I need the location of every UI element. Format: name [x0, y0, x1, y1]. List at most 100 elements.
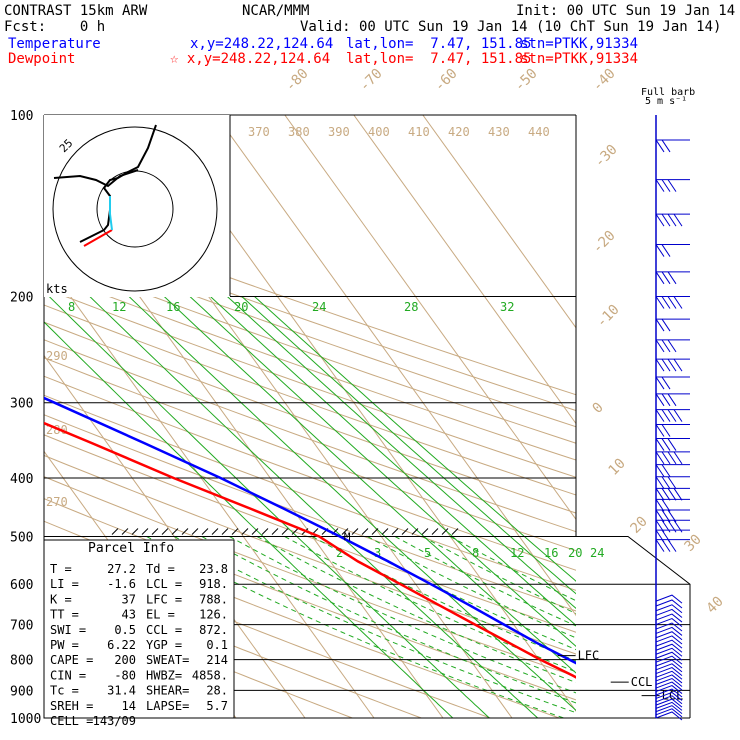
- right-axis-lower: [576, 535, 691, 718]
- parcel-value: 214: [206, 653, 228, 667]
- pressure-label: 1000: [10, 712, 41, 727]
- hatch-mark: [271, 528, 279, 535]
- wind-barb: [655, 464, 665, 477]
- mixing-ratio-line: [254, 296, 576, 582]
- hatch-mark: [371, 528, 379, 535]
- moist-adiabat: [284, 536, 576, 673]
- wind-barb: [655, 499, 665, 512]
- hodograph-units: kts: [46, 282, 68, 296]
- isotherm-line: [284, 114, 576, 521]
- parcel-info-background: [43, 539, 235, 719]
- parcel-key: HWBZ=: [146, 668, 182, 682]
- parcel-info-box: Parcel Info T = 27.2 Td = 23.8 LI = -1.6 LCL = 9…: [43, 539, 235, 728]
- pressure-label: 200: [10, 291, 33, 306]
- wind-barb: [673, 213, 683, 227]
- theta-label: 400: [368, 125, 390, 139]
- moist-adiabat: [256, 536, 576, 684]
- parcel-value: 918.: [199, 577, 228, 591]
- isotherm-label: -70: [357, 66, 386, 95]
- wind-barb-low: [655, 647, 683, 657]
- dry-adiabat: [44, 224, 576, 412]
- pressure-label: 300: [10, 397, 33, 412]
- dry-adiabat: [44, 394, 576, 591]
- wind-barb-low: [655, 626, 683, 636]
- wind-barb: [667, 488, 677, 501]
- wind-barb: [661, 409, 671, 422]
- theta-label: 430: [488, 125, 510, 139]
- dry-adiabat: [44, 339, 576, 533]
- hatch-mark: [181, 528, 189, 535]
- hatch-mark: [391, 528, 399, 535]
- theta-label: 270: [46, 495, 68, 509]
- dewpoint-station: stn=PTKK,91334: [520, 51, 639, 67]
- hatch-mark: [221, 528, 229, 535]
- parcel-key: SWEAT=: [146, 653, 189, 667]
- wind-barb: [667, 296, 677, 309]
- dry-adiabat: [44, 454, 576, 655]
- mixing-ratio-label: 5: [424, 546, 431, 560]
- wind-barb-low: [655, 631, 683, 641]
- init-time: Init: 00 UTC Sun 19 Jan 14: [516, 3, 736, 19]
- parcel-key: CIN =: [50, 668, 86, 682]
- parcel-key: LI =: [50, 577, 79, 591]
- moist-adiabat: [229, 536, 576, 694]
- wind-barb-low: [655, 608, 683, 618]
- moist-adiabat: [201, 536, 576, 704]
- theta-label: 390: [328, 125, 350, 139]
- moist-adiabat: [174, 536, 576, 714]
- wind-barb: [661, 451, 671, 465]
- parcel-value: 872.: [199, 623, 228, 637]
- isotherm-label: 20: [628, 514, 651, 537]
- barb-units: 5 m s⁻¹: [645, 96, 687, 107]
- mixing-ratio-label: 3: [374, 546, 381, 560]
- dry-adiabat: [44, 375, 576, 571]
- hatch-mark: [451, 528, 459, 535]
- pressure-label: 900: [10, 684, 33, 699]
- wind-barb: [655, 244, 665, 257]
- parcel-key: EL =: [146, 608, 175, 622]
- parcel-value: -80: [114, 668, 136, 682]
- parcel-value: 37: [122, 592, 136, 606]
- wind-barb: [673, 296, 683, 309]
- wind-barb: [655, 179, 665, 192]
- isotherm-label: 10: [606, 456, 629, 479]
- wind-barb-low: [655, 695, 683, 705]
- wind-barb-low: [655, 599, 683, 609]
- theta-label: 410: [408, 125, 430, 139]
- pressure-label: 100: [10, 109, 33, 124]
- forecast-hour: Fcst: 0 h: [4, 19, 106, 35]
- wind-barb-low: [655, 670, 683, 680]
- dry-adiabat: [44, 593, 353, 718]
- hatch-mark: [421, 528, 429, 535]
- hatch-mark: [191, 528, 199, 535]
- hatch-mark: [431, 528, 439, 535]
- parcel-key: TT =: [50, 608, 79, 622]
- hatch-mark: [241, 528, 249, 535]
- dry-adiabat: [44, 568, 422, 718]
- wind-barb-low: [655, 708, 683, 718]
- wind-barb: [661, 488, 671, 501]
- isotherm-label: -80: [283, 66, 312, 95]
- parcel-key: Td =: [146, 562, 175, 576]
- wind-barb: [667, 393, 677, 407]
- wind-barb: [667, 358, 677, 372]
- mixing-ratio-label: 8: [68, 300, 75, 314]
- mixing-ratio-label: 12: [112, 300, 126, 314]
- wind-barb: [667, 409, 677, 422]
- wind-barb: [661, 499, 671, 512]
- isotherm-label: -20: [590, 228, 619, 257]
- hatch-mark: [161, 528, 169, 535]
- isotherm-label: -50: [512, 66, 541, 95]
- mixing-ratio-label: 24: [590, 546, 604, 560]
- wind-barb: [661, 318, 671, 332]
- parcel-value: -1.6: [107, 577, 136, 591]
- wind-barb: [655, 318, 665, 332]
- dry-adiabat: [44, 209, 576, 396]
- hodograph-trace: [79, 124, 157, 243]
- isotherm-label: -30: [592, 142, 621, 171]
- wind-barb-low: [655, 701, 683, 711]
- hatch-mark: [441, 528, 449, 535]
- wind-barb: [655, 339, 665, 353]
- parcel-key: Tc =: [50, 684, 79, 698]
